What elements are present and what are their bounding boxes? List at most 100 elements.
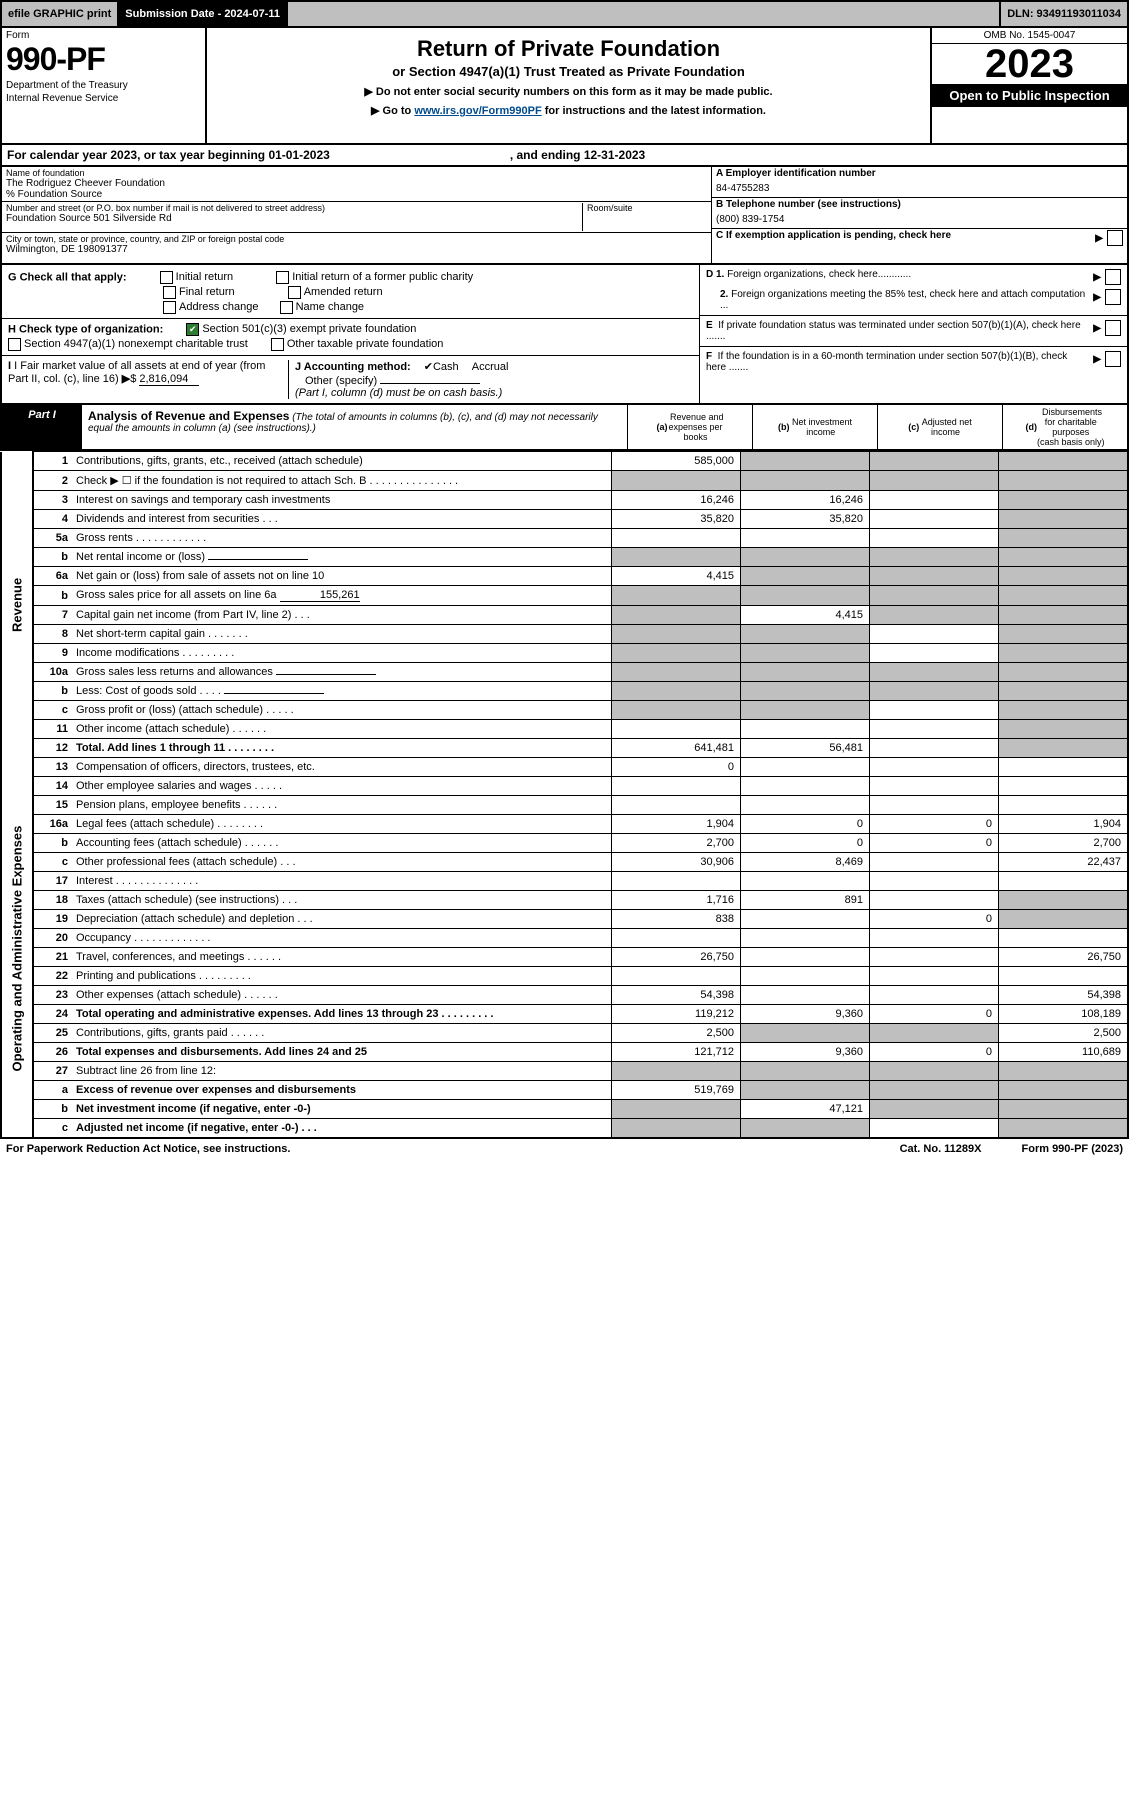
table-row: 16aLegal fees (attach schedule) . . . . … xyxy=(1,815,1128,834)
table-row: 21Travel, conferences, and meetings . . … xyxy=(1,948,1128,967)
col-a-header: (a) (a) Revenue and expenses per booksRe… xyxy=(628,405,753,449)
check-g: G Check all that apply: Initial return I… xyxy=(8,271,693,284)
table-row: 6aNet gain or (loss) from sale of assets… xyxy=(1,567,1128,586)
501c3-checkbox[interactable]: ✔ xyxy=(186,323,199,336)
ein-row: A Employer identification number 84-4755… xyxy=(712,167,1127,198)
cash-checkbox[interactable]: ✔ xyxy=(424,361,433,373)
instruction-1: ▶ Do not enter social security numbers o… xyxy=(217,85,920,98)
initial-former-checkbox[interactable] xyxy=(276,271,289,284)
table-row: Operating and Administrative Expenses13C… xyxy=(1,758,1128,777)
85pct-checkbox[interactable] xyxy=(1105,289,1121,305)
dept-treasury: Department of the Treasury xyxy=(6,80,201,91)
revenue-side-label: Revenue xyxy=(1,452,33,758)
table-row: bGross sales price for all assets on lin… xyxy=(1,586,1128,606)
table-row: 2Check ▶ ☐ if the foundation is not requ… xyxy=(1,471,1128,491)
street-address: Foundation Source 501 Silverside Rd xyxy=(6,213,582,224)
table-row: 3Interest on savings and temporary cash … xyxy=(1,491,1128,510)
table-row: bAccounting fees (attach schedule) . . .… xyxy=(1,834,1128,853)
form-title: Return of Private Foundation xyxy=(217,36,920,62)
col-d-header: (d) Disbursementsfor charitablepurposes(… xyxy=(1003,405,1127,449)
other-taxable-checkbox[interactable] xyxy=(271,338,284,351)
table-row: bLess: Cost of goods sold . . . . xyxy=(1,682,1128,701)
table-row: 5aGross rents . . . . . . . . . . . . xyxy=(1,529,1128,548)
submission-date: Submission Date - 2024-07-11 xyxy=(119,2,288,26)
year-box: OMB No. 1545-0047 2023 Open to Public In… xyxy=(930,28,1127,143)
table-row: bNet rental income or (loss) xyxy=(1,548,1128,567)
part-1-title: Analysis of Revenue and Expenses (The to… xyxy=(82,405,628,449)
fmv-value: 2,816,094 xyxy=(139,373,199,386)
table-row: cGross profit or (loss) (attach schedule… xyxy=(1,701,1128,720)
check-d1: D 1. D 1. Foreign organizations, check h… xyxy=(706,269,1121,285)
table-row: 8Net short-term capital gain . . . . . .… xyxy=(1,625,1128,644)
expenses-side-label: Operating and Administrative Expenses xyxy=(1,758,33,1139)
form-header: Form 990-PF Department of the Treasury I… xyxy=(0,28,1129,145)
form-subtitle: or Section 4947(a)(1) Trust Treated as P… xyxy=(217,64,920,79)
table-row: 4Dividends and interest from securities … xyxy=(1,510,1128,529)
table-row: 18Taxes (attach schedule) (see instructi… xyxy=(1,891,1128,910)
instruction-2: ▶ Go to www.irs.gov/Form990PF for instru… xyxy=(217,104,920,117)
city-state-zip: Wilmington, DE 198091377 xyxy=(6,244,707,255)
table-row: 12Total. Add lines 1 through 11 . . . . … xyxy=(1,739,1128,758)
part-1-table: Revenue1Contributions, gifts, grants, et… xyxy=(0,451,1129,1139)
table-row: 27Subtract line 26 from line 12: xyxy=(1,1062,1128,1081)
foundation-name: The Rodriguez Cheever Foundation xyxy=(6,178,707,189)
table-row: 10aGross sales less returns and allowanc… xyxy=(1,663,1128,682)
entity-info-block: Name of foundation The Rodriguez Cheever… xyxy=(0,167,1129,265)
cat-number: Cat. No. 11289X xyxy=(900,1143,982,1155)
page-footer: For Paperwork Reduction Act Notice, see … xyxy=(0,1139,1129,1159)
ein-value: 84-4755283 xyxy=(716,183,1123,194)
check-h: H Check type of organization: ✔Section 5… xyxy=(2,318,699,336)
table-row: 19Depreciation (attach schedule) and dep… xyxy=(1,910,1128,929)
irs-link[interactable]: www.irs.gov/Form990PF xyxy=(414,105,541,117)
table-row: cAdjusted net income (if negative, enter… xyxy=(1,1119,1128,1139)
exemption-checkbox[interactable] xyxy=(1107,230,1123,246)
table-row: 22Printing and publications . . . . . . … xyxy=(1,967,1128,986)
paperwork-notice: For Paperwork Reduction Act Notice, see … xyxy=(6,1143,290,1155)
table-row: 11Other income (attach schedule) . . . .… xyxy=(1,720,1128,739)
amended-return-checkbox[interactable] xyxy=(288,286,301,299)
efile-label: efile GRAPHIC print xyxy=(2,2,119,26)
60month-checkbox[interactable] xyxy=(1105,351,1121,367)
calendar-year-row: For calendar year 2023, or tax year begi… xyxy=(0,145,1129,167)
foreign-org-checkbox[interactable] xyxy=(1105,269,1121,285)
table-row: 7Capital gain net income (from Part IV, … xyxy=(1,606,1128,625)
irs-label: Internal Revenue Service xyxy=(6,93,201,104)
table-row: bNet investment income (if negative, ent… xyxy=(1,1100,1128,1119)
table-row: aExcess of revenue over expenses and dis… xyxy=(1,1081,1128,1100)
4947-checkbox[interactable] xyxy=(8,338,21,351)
open-public-label: Open to Public Inspection xyxy=(932,84,1127,107)
care-of: % Foundation Source xyxy=(6,189,707,200)
exemption-pending-row: C If exemption application is pending, c… xyxy=(712,229,1127,259)
tax-year: 2023 xyxy=(932,44,1127,84)
part-1-label: Part I xyxy=(2,405,82,449)
cash-basis-note: (Part I, column (d) must be on cash basi… xyxy=(295,387,693,399)
table-row: 15Pension plans, employee benefits . . .… xyxy=(1,796,1128,815)
address-change-checkbox[interactable] xyxy=(163,301,176,314)
table-row: 17Interest . . . . . . . . . . . . . . xyxy=(1,872,1128,891)
col-c-header: (c) Adjusted netincome xyxy=(878,405,1003,449)
table-row: 23Other expenses (attach schedule) . . .… xyxy=(1,986,1128,1005)
room-suite-label: Room/suite xyxy=(587,203,707,213)
form-word: Form xyxy=(6,30,201,41)
table-row: 20Occupancy . . . . . . . . . . . . . xyxy=(1,929,1128,948)
terminated-checkbox[interactable] xyxy=(1105,320,1121,336)
checks-block: G Check all that apply: Initial return I… xyxy=(0,265,1129,405)
check-e: E If private foundation status was termi… xyxy=(700,315,1127,342)
initial-return-checkbox[interactable] xyxy=(160,271,173,284)
form-number: 990-PF xyxy=(6,41,201,78)
col-b-header: (b) Net investmentincome xyxy=(753,405,878,449)
table-row: 26Total expenses and disbursements. Add … xyxy=(1,1043,1128,1062)
part-1-header: Part I Analysis of Revenue and Expenses … xyxy=(0,405,1129,451)
table-row: cOther professional fees (attach schedul… xyxy=(1,853,1128,872)
form-ref: Form 990-PF (2023) xyxy=(1022,1143,1124,1155)
table-row: 14Other employee salaries and wages . . … xyxy=(1,777,1128,796)
dln: DLN: 93491193011034 xyxy=(999,2,1127,26)
form-title-box: Return of Private Foundation or Section … xyxy=(207,28,930,143)
name-change-checkbox[interactable] xyxy=(280,301,293,314)
address-row: Number and street (or P.O. box number if… xyxy=(2,202,711,233)
check-f: F If the foundation is in a 60-month ter… xyxy=(700,346,1127,373)
final-return-checkbox[interactable] xyxy=(163,286,176,299)
efile-header-bar: efile GRAPHIC print Submission Date - 20… xyxy=(0,0,1129,28)
table-row: 9Income modifications . . . . . . . . . xyxy=(1,644,1128,663)
phone-value: (800) 839-1754 xyxy=(716,214,1123,225)
